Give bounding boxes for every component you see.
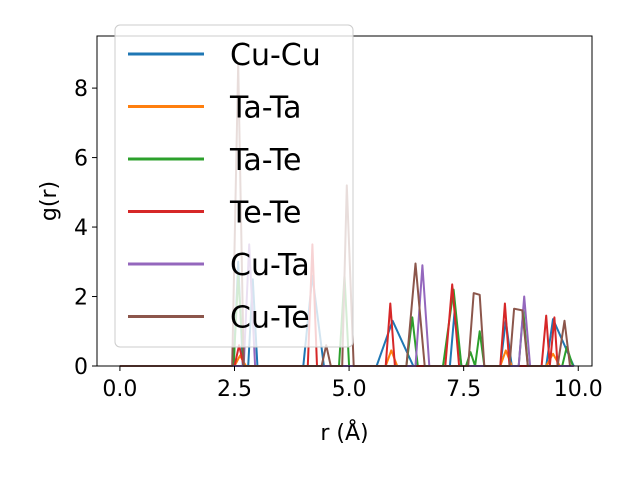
x-axis-label: r (Å) — [320, 419, 368, 446]
x-tick-label: 5.0 — [332, 377, 367, 402]
x-axis-ticks: 0.0 2.5 5.0 7.5 10.0 — [102, 366, 603, 402]
x-tick-label: 7.5 — [446, 377, 481, 402]
legend-label: Ta-Ta — [229, 91, 302, 126]
y-tick-label: 4 — [74, 216, 88, 241]
y-tick-label: 0 — [74, 355, 88, 380]
y-tick-label: 6 — [74, 147, 88, 172]
legend-label: Cu-Te — [230, 301, 310, 336]
legend-entries: Cu-Cu Ta-Ta Ta-Te Te-Te Cu-Ta Cu-Te — [128, 38, 321, 336]
legend-label: Cu-Cu — [230, 38, 321, 73]
legend: Cu-Cu Ta-Ta Ta-Te Te-Te Cu-Ta Cu-Te — [114, 24, 354, 348]
x-tick-label: 10.0 — [554, 377, 603, 402]
y-axis-label: g(r) — [37, 181, 62, 221]
y-tick-label: 2 — [74, 286, 88, 311]
y-tick-label: 8 — [74, 77, 88, 102]
legend-label: Ta-Te — [229, 143, 302, 178]
x-tick-label: 0.0 — [102, 377, 137, 402]
legend-label: Te-Te — [229, 196, 301, 231]
x-tick-label: 2.5 — [217, 377, 252, 402]
legend-box — [114, 24, 354, 348]
legend-label: Cu-Ta — [230, 248, 310, 283]
y-axis-ticks: 0 2 4 6 8 — [74, 77, 97, 380]
